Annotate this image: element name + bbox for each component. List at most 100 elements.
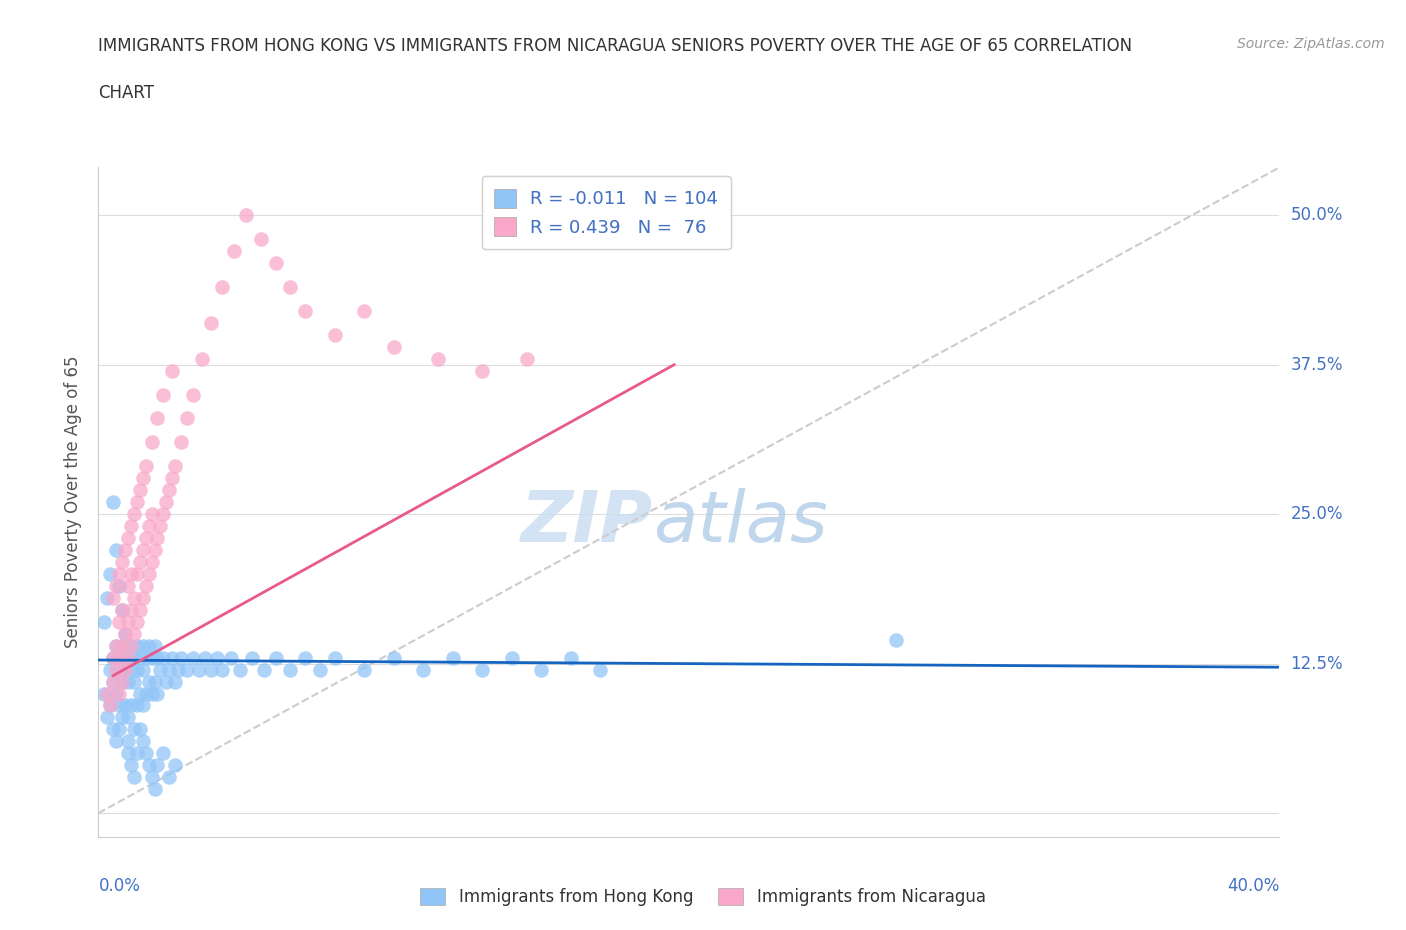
Point bbox=[108, 722, 131, 737]
Legend: R = -0.011   N = 104, R = 0.439   N =  76: R = -0.011 N = 104, R = 0.439 N = 76 bbox=[482, 177, 731, 249]
Point bbox=[114, 542, 136, 557]
Point bbox=[240, 650, 263, 665]
Point bbox=[108, 615, 131, 630]
Point bbox=[141, 650, 163, 665]
Text: 50.0%: 50.0% bbox=[1291, 206, 1343, 224]
Point bbox=[96, 591, 118, 605]
Point bbox=[103, 495, 125, 510]
Point bbox=[471, 364, 494, 379]
Point bbox=[96, 710, 118, 724]
Point bbox=[143, 542, 166, 557]
Point bbox=[111, 650, 134, 665]
Point bbox=[117, 710, 139, 724]
Point bbox=[103, 674, 125, 689]
Point bbox=[589, 662, 612, 677]
Point bbox=[125, 495, 148, 510]
Text: atlas: atlas bbox=[654, 488, 828, 557]
Point bbox=[114, 626, 136, 641]
Point bbox=[157, 662, 180, 677]
Point bbox=[278, 280, 302, 295]
Point bbox=[125, 638, 148, 653]
Point bbox=[122, 626, 145, 641]
Point bbox=[152, 650, 174, 665]
Point bbox=[132, 662, 155, 677]
Point bbox=[120, 662, 142, 677]
Point bbox=[138, 758, 160, 773]
Point bbox=[122, 722, 145, 737]
Point bbox=[103, 591, 125, 605]
Point bbox=[120, 566, 142, 581]
Point bbox=[135, 746, 157, 761]
Point bbox=[194, 650, 217, 665]
Point bbox=[120, 519, 142, 534]
Point bbox=[96, 686, 118, 701]
Point bbox=[187, 662, 209, 677]
Point bbox=[135, 686, 157, 701]
Point bbox=[170, 650, 193, 665]
Point bbox=[117, 650, 139, 665]
Point bbox=[170, 435, 193, 450]
Point bbox=[138, 638, 160, 653]
Point bbox=[162, 650, 183, 665]
Point bbox=[250, 232, 273, 246]
Point bbox=[141, 435, 163, 450]
Point bbox=[103, 722, 125, 737]
Point bbox=[132, 591, 155, 605]
Point bbox=[138, 674, 160, 689]
Point bbox=[93, 615, 115, 630]
Point bbox=[122, 674, 145, 689]
Point bbox=[471, 662, 494, 677]
Point bbox=[122, 770, 145, 785]
Point bbox=[165, 674, 187, 689]
Point bbox=[120, 698, 142, 713]
Point bbox=[98, 566, 121, 581]
Point bbox=[143, 782, 166, 797]
Point bbox=[122, 507, 145, 522]
Point bbox=[191, 352, 214, 366]
Point bbox=[132, 698, 155, 713]
Point bbox=[427, 352, 450, 366]
Point bbox=[120, 758, 142, 773]
Point bbox=[235, 207, 257, 222]
Point bbox=[515, 352, 537, 366]
Point bbox=[149, 519, 172, 534]
Point bbox=[146, 411, 169, 426]
Point bbox=[108, 686, 131, 701]
Text: 25.0%: 25.0% bbox=[1291, 505, 1343, 524]
Point bbox=[111, 674, 134, 689]
Point bbox=[441, 650, 464, 665]
Point bbox=[141, 507, 163, 522]
Point bbox=[294, 303, 316, 318]
Point bbox=[108, 698, 131, 713]
Point bbox=[111, 603, 134, 618]
Point bbox=[353, 662, 375, 677]
Point bbox=[138, 566, 160, 581]
Point bbox=[264, 650, 287, 665]
Point bbox=[176, 662, 198, 677]
Text: CHART: CHART bbox=[98, 84, 155, 101]
Point bbox=[111, 603, 134, 618]
Point bbox=[117, 746, 139, 761]
Point bbox=[114, 662, 136, 677]
Point bbox=[135, 458, 157, 473]
Point bbox=[146, 758, 169, 773]
Point bbox=[176, 411, 198, 426]
Point bbox=[111, 710, 134, 724]
Point bbox=[105, 638, 128, 653]
Point bbox=[93, 686, 115, 701]
Point bbox=[157, 483, 180, 498]
Point bbox=[117, 650, 139, 665]
Point bbox=[105, 542, 128, 557]
Point bbox=[205, 650, 228, 665]
Point bbox=[114, 638, 136, 653]
Point bbox=[224, 244, 246, 259]
Point bbox=[294, 650, 316, 665]
Point bbox=[382, 650, 405, 665]
Text: IMMIGRANTS FROM HONG KONG VS IMMIGRANTS FROM NICARAGUA SENIORS POVERTY OVER THE : IMMIGRANTS FROM HONG KONG VS IMMIGRANTS … bbox=[98, 37, 1133, 55]
Point bbox=[149, 662, 172, 677]
Point bbox=[128, 686, 150, 701]
Point bbox=[105, 734, 128, 749]
Point bbox=[103, 650, 125, 665]
Point bbox=[264, 256, 287, 271]
Point bbox=[141, 686, 163, 701]
